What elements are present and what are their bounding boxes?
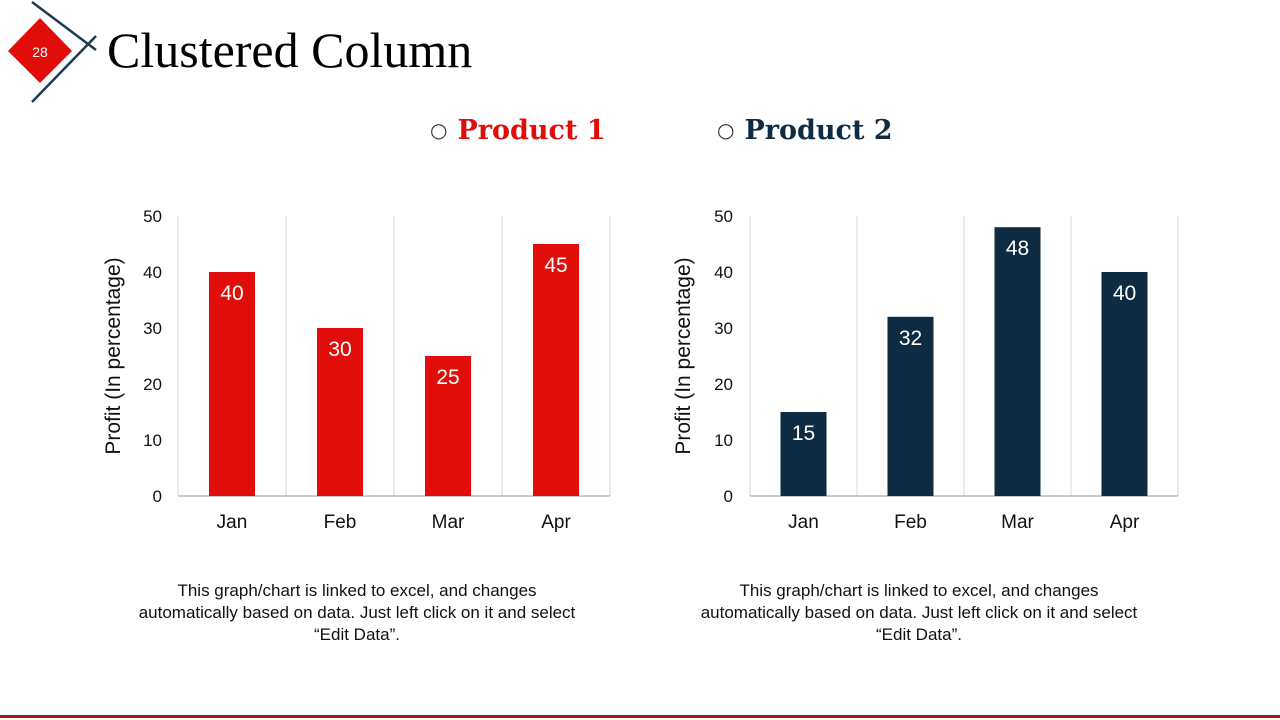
x-tick-label: Jan [217, 512, 248, 533]
y-tick-label: 20 [714, 375, 733, 394]
y-tick-label: 0 [724, 487, 733, 506]
badge-diamond [8, 18, 72, 83]
bar [209, 272, 255, 496]
slide-number-badge: 28 [8, 1, 97, 103]
x-tick-label: Jan [788, 512, 819, 533]
slide-number: 28 [32, 44, 48, 60]
bar [780, 412, 827, 496]
y-tick-label: 50 [714, 207, 733, 226]
x-tick-label: Apr [1110, 512, 1140, 533]
legend-label: Product 2 [744, 115, 893, 146]
decor-line [31, 35, 97, 103]
chart-product-1[interactable]: 0 10 20 30 40 50 Profit (In percentage) 40 Jan 30… [0, 0, 640, 560]
circle-bullet-icon: ○ [430, 118, 448, 142]
legend-product-1: ○ Product 1 [430, 112, 606, 149]
x-tick-label: Feb [894, 512, 927, 533]
note-line: This graph/chart is linked to excel, and… [739, 581, 1099, 600]
y-tick-label: 10 [714, 431, 733, 450]
page-title: Clustered Column [107, 22, 473, 78]
note-line: This graph/chart is linked to excel, and… [177, 581, 537, 600]
circle-bullet-icon: ○ [717, 118, 735, 142]
data-label: 40 [1113, 282, 1136, 305]
decor-line [31, 1, 97, 51]
x-tick-label: Mar [432, 512, 465, 533]
bar [887, 316, 934, 496]
note-line: “Edit Data”. [314, 625, 400, 644]
y-tick-label: 10 [143, 431, 162, 450]
x-tick-label: Apr [541, 512, 571, 533]
data-label: 40 [220, 282, 243, 305]
y-tick-label: 30 [143, 319, 162, 338]
note-line: “Edit Data”. [876, 625, 962, 644]
legend-label: Product 1 [457, 115, 606, 146]
y-tick-label: 0 [153, 487, 162, 506]
y-tick-label: 20 [143, 375, 162, 394]
bar [317, 328, 363, 496]
note-line: automatically based on data. Just left c… [138, 603, 576, 622]
y-axis-title: Profit (In percentage) [102, 257, 125, 454]
data-label: 48 [1006, 237, 1029, 260]
y-tick-label: 40 [714, 263, 733, 282]
bar [994, 227, 1041, 496]
data-label: 32 [899, 327, 922, 350]
x-tick-label: Mar [1001, 512, 1034, 533]
note-line: automatically based on data. Just left c… [700, 603, 1138, 622]
data-label: 15 [792, 422, 815, 445]
bottom-accent-line [0, 715, 1280, 718]
bar [425, 356, 471, 496]
y-tick-label: 30 [714, 319, 733, 338]
y-tick-label: 40 [143, 263, 162, 282]
legend-product-2: ○ Product 2 [717, 112, 893, 149]
y-tick-label: 50 [143, 207, 162, 226]
data-label: 30 [328, 338, 351, 361]
x-tick-label: Feb [324, 512, 357, 533]
bar [1101, 272, 1148, 496]
y-axis-title: Profit (In percentage) [672, 257, 695, 454]
data-label: 25 [436, 366, 459, 389]
bar [533, 244, 579, 496]
data-label: 45 [544, 254, 567, 277]
chart-note-2: This graph/chart is linked to excel, and… [659, 580, 1179, 646]
chart-note-1: This graph/chart is linked to excel, and… [97, 580, 617, 646]
